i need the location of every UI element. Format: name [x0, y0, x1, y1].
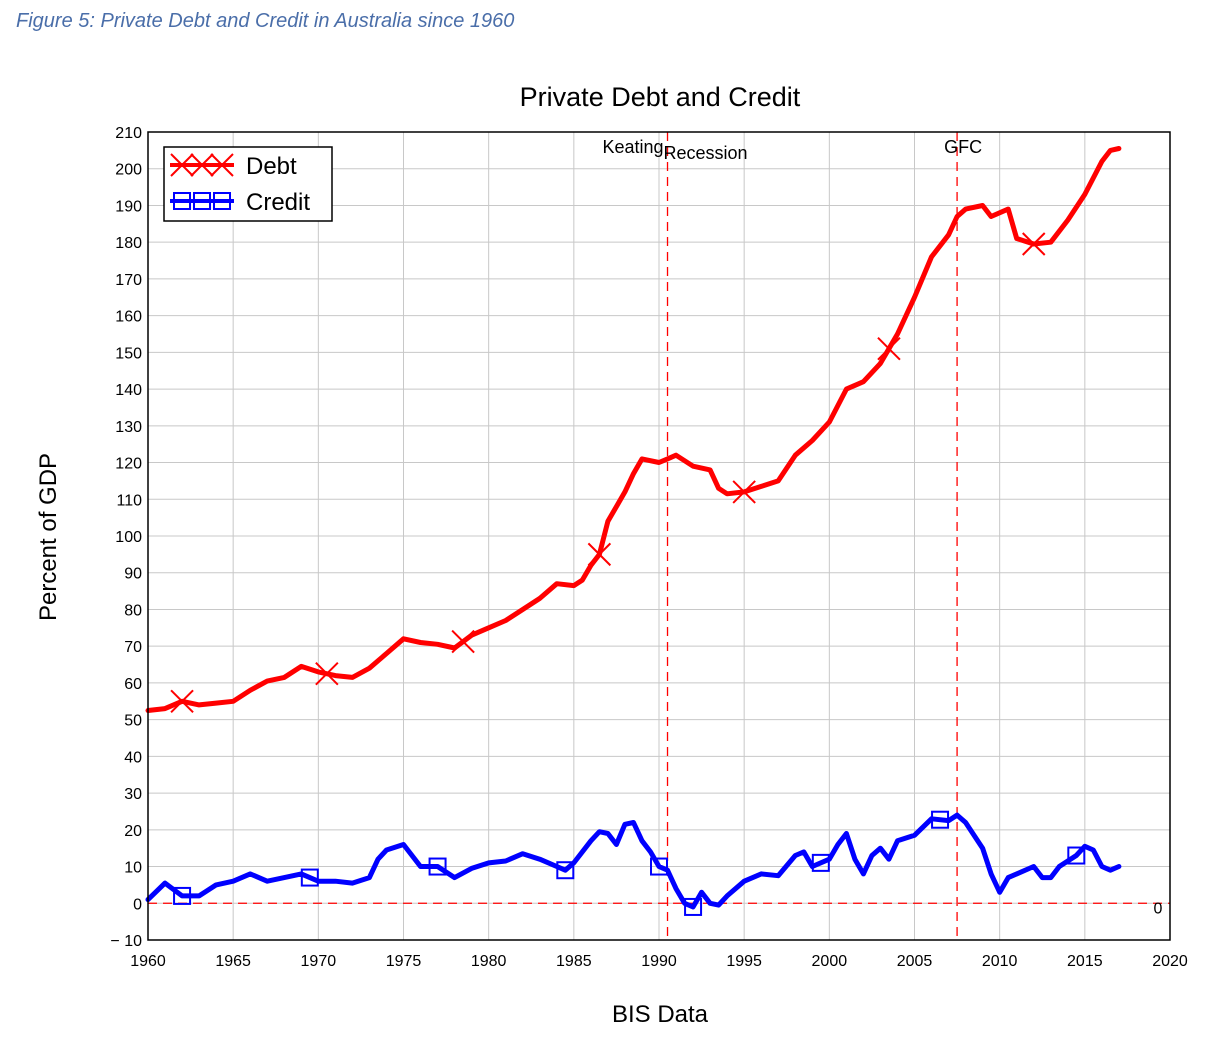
credit-marker	[173, 886, 192, 905]
debt-marker	[1022, 232, 1046, 256]
zero-reference-label: 0	[1154, 900, 1163, 917]
debt-marker	[587, 542, 612, 567]
credit-marker	[931, 810, 950, 829]
y-axis-label: Percent of GDP	[35, 453, 62, 621]
credit-marker	[684, 897, 703, 916]
y-tick-label: 140	[115, 382, 142, 399]
keating-label: Keating	[602, 137, 663, 157]
x-tick-label: 1960	[130, 953, 166, 970]
y-tick-label: 180	[115, 235, 142, 252]
legend-box	[163, 146, 333, 222]
legend-credit-marker	[213, 192, 231, 210]
credit-marker	[1067, 846, 1086, 865]
y-tick-label: − 10	[110, 933, 142, 950]
legend-debt-marker	[190, 153, 214, 177]
legend-debt-label: Debt	[246, 153, 297, 180]
credit-marker	[556, 861, 575, 880]
axis-ticks: 1960 1965 1970 1975 1980 1985 1990 1995 2000 2005…	[110, 125, 1187, 970]
legend-credit-marker	[193, 192, 211, 210]
y-tick-label: 10	[124, 860, 142, 877]
y-tick-label: 170	[115, 272, 142, 289]
plot-frame	[147, 131, 1171, 941]
legend: Debt Credit	[163, 146, 333, 222]
credit-marker	[811, 853, 830, 872]
y-tick-label: 70	[124, 639, 142, 656]
credit-marker	[428, 857, 447, 876]
y-tick-label: 20	[124, 823, 142, 840]
y-tick-label: 60	[124, 676, 142, 693]
x-axis-label: BIS Data	[612, 1001, 709, 1028]
credit-line	[145, 812, 1122, 910]
y-tick-label: 210	[115, 125, 142, 142]
y-tick-label: 200	[115, 162, 142, 179]
legend-credit-label: Credit	[246, 189, 310, 216]
legend-debt-marker	[170, 153, 194, 177]
y-tick-label: 150	[115, 345, 142, 362]
x-tick-label: 1970	[301, 953, 337, 970]
y-tick-label: 30	[124, 786, 142, 803]
debt-marker	[877, 336, 901, 361]
y-tick-label: 110	[116, 492, 142, 509]
x-tick-label: 1980	[471, 953, 507, 970]
y-tick-label: 0	[133, 896, 142, 913]
credit-marker	[650, 857, 668, 876]
figure-caption: Figure 5: Private Debt and Credit in Aus…	[16, 10, 515, 32]
debt-marker	[170, 689, 194, 713]
debt-marker	[315, 662, 339, 686]
x-tick-label: 2020	[1152, 953, 1188, 970]
y-tick-label: 120	[115, 456, 142, 473]
grid-lines	[147, 131, 1171, 941]
x-tick-label: 1965	[215, 953, 251, 970]
gfc-label: GFC	[944, 137, 982, 157]
recession-label: Recession	[664, 143, 748, 163]
x-tick-label: 2005	[897, 953, 933, 970]
x-tick-label: 1985	[556, 953, 592, 970]
y-tick-label: 40	[124, 749, 142, 766]
y-tick-label: 100	[115, 529, 142, 546]
y-tick-label: 80	[124, 602, 142, 619]
x-tick-label: 2000	[812, 953, 848, 970]
legend-credit-marker	[173, 192, 191, 210]
x-tick-label: 1990	[641, 953, 677, 970]
series-lines	[145, 146, 1122, 916]
chart-title: Private Debt and Credit	[520, 82, 801, 112]
y-tick-label: 160	[115, 309, 142, 326]
x-tick-label: 1975	[386, 953, 422, 970]
debt-line	[145, 146, 1122, 713]
y-tick-label: 190	[115, 198, 142, 215]
x-tick-label: 2010	[982, 953, 1018, 970]
x-tick-label: 1995	[726, 953, 762, 970]
x-tick-label: 2015	[1067, 953, 1103, 970]
debt-marker	[451, 629, 475, 654]
credit-marker	[300, 868, 319, 887]
y-tick-label: 130	[115, 419, 142, 436]
reference-lines: 0 Keating Recession GFC	[148, 132, 1170, 940]
legend-debt-marker	[210, 153, 234, 177]
y-tick-label: 90	[124, 566, 142, 583]
y-tick-label: 50	[124, 713, 142, 730]
debt-marker	[732, 480, 756, 504]
